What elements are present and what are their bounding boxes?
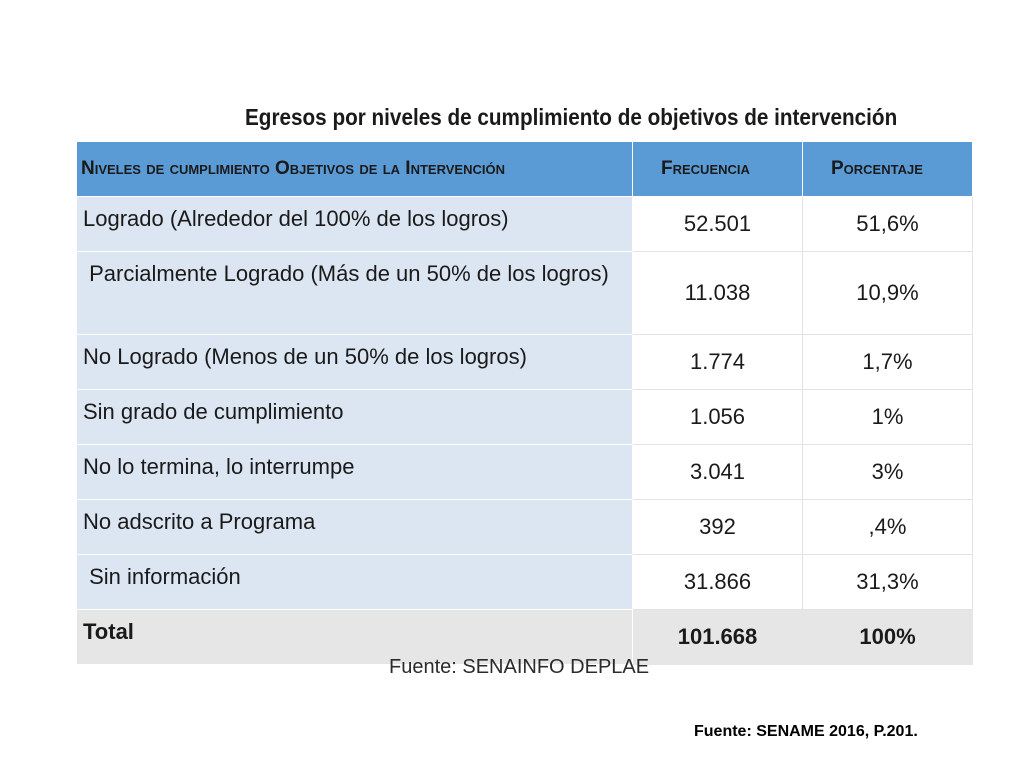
frecuencia-cell: 31.866 [632, 554, 803, 610]
table-row: No lo termina, lo interrumpe 3.041 3% [76, 444, 973, 500]
table-row: No Logrado (Menos de un 50% de los logro… [76, 334, 973, 390]
total-frecuencia-cell: 101.668 [632, 609, 803, 665]
row-label: Parcialmente Logrado (Más de un 50% de l… [76, 251, 633, 335]
porcentaje-cell: 3% [802, 444, 973, 500]
frecuencia-cell: 1.056 [632, 389, 803, 445]
row-label: No Logrado (Menos de un 50% de los logro… [76, 334, 633, 390]
row-label: Sin información [76, 554, 633, 610]
total-label: Total [76, 609, 633, 665]
frecuencia-cell: 1.774 [632, 334, 803, 390]
frecuencia-cell: 3.041 [632, 444, 803, 500]
porcentaje-cell: 1,7% [802, 334, 973, 390]
frecuencia-cell: 11.038 [632, 251, 803, 335]
row-label: Sin grado de cumplimiento [76, 389, 633, 445]
column-header-frecuencia: Frecuencia [632, 141, 803, 197]
porcentaje-cell: 51,6% [802, 196, 973, 252]
table-title: Egresos por niveles de cumplimiento de o… [245, 104, 898, 130]
porcentaje-cell: 31,3% [802, 554, 973, 610]
table-row: Sin grado de cumplimiento 1.056 1% [76, 389, 973, 445]
column-header-niveles: Niveles de cumplimiento Objetivos de la … [76, 141, 633, 197]
row-label: No lo termina, lo interrumpe [76, 444, 633, 500]
table-row: No adscrito a Programa 392 ,4% [76, 499, 973, 555]
column-header-porcentaje: Porcentaje [802, 141, 973, 197]
frecuencia-cell: 52.501 [632, 196, 803, 252]
total-porcentaje-cell: 100% [802, 609, 973, 665]
porcentaje-cell: 10,9% [802, 251, 973, 335]
data-table: Niveles de cumplimiento Objetivos de la … [76, 141, 973, 665]
table-source-note: Fuente: SENAINFO DEPLAE [389, 656, 650, 678]
porcentaje-cell: ,4% [802, 499, 973, 555]
table-row: Logrado (Alrededor del 100% de los logro… [76, 196, 973, 252]
frecuencia-cell: 392 [632, 499, 803, 555]
row-label: No adscrito a Programa [76, 499, 633, 555]
slide-source-note: Fuente: SENAME 2016, P.201. [694, 723, 918, 740]
table-row: Parcialmente Logrado (Más de un 50% de l… [76, 251, 973, 335]
porcentaje-cell: 1% [802, 389, 973, 445]
row-label: Logrado (Alrededor del 100% de los logro… [76, 196, 633, 252]
table-header-row: Niveles de cumplimiento Objetivos de la … [76, 141, 973, 197]
table-row: Sin información 31.866 31,3% [76, 554, 973, 610]
total-row: Total 101.668 100% [76, 609, 973, 665]
